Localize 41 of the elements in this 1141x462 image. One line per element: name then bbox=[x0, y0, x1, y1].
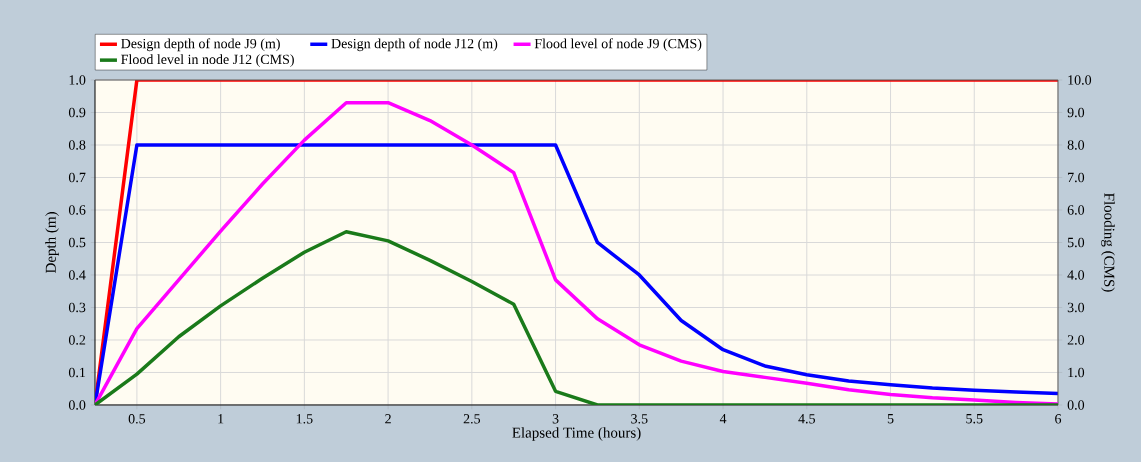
y-axis-title: Depth (m) bbox=[45, 212, 59, 274]
y-tick-label: 0.4 bbox=[68, 270, 86, 280]
x-tick-label: 1.5 bbox=[296, 414, 313, 424]
y-tick-label: 0.0 bbox=[68, 400, 86, 410]
y-tick-label: 0.2 bbox=[68, 335, 86, 345]
y2-tick-label: 2.0 bbox=[1067, 335, 1085, 345]
y2-tick-label: 7.0 bbox=[1068, 172, 1085, 183]
x-tick-label: 5 bbox=[887, 414, 894, 424]
y-tick-label: 0.8 bbox=[68, 140, 86, 150]
x-tick-label: 4.5 bbox=[798, 414, 815, 424]
y-tick-label: 0.3 bbox=[68, 302, 86, 313]
legend-label: Design depth of node J9 (m) bbox=[121, 38, 280, 52]
x-tick-label: 1 bbox=[218, 414, 224, 424]
y-tick-label: 0.6 bbox=[68, 205, 86, 215]
y2-tick-label: 10.0 bbox=[1068, 75, 1092, 85]
legend-label: Flood level in node J12 (CMS) bbox=[121, 54, 294, 67]
x-tick-label: 4 bbox=[719, 414, 727, 424]
x-tick-label: 0.5 bbox=[128, 414, 146, 424]
x-tick-label: 5.5 bbox=[966, 414, 983, 424]
x-axis-title: Elapsed Time (hours) bbox=[512, 427, 641, 441]
y2-tick-label: 6.0 bbox=[1067, 205, 1085, 215]
x-tick-label: 2.5 bbox=[463, 414, 481, 424]
legend-label: Flood level of node J9 (CMS) bbox=[534, 38, 702, 52]
x-tick-label: 6 bbox=[1055, 414, 1062, 424]
y-tick-label: 0.5 bbox=[68, 237, 86, 248]
y2-tick-label: 8.0 bbox=[1067, 140, 1085, 150]
y2-tick-label: 0.0 bbox=[1067, 400, 1085, 410]
y-tick-label: 0.1 bbox=[68, 367, 86, 378]
y2-tick-label: 1.0 bbox=[1068, 367, 1085, 378]
x-tick-label: 2 bbox=[385, 414, 391, 424]
y2-tick-label: 3.0 bbox=[1067, 302, 1085, 313]
x-tick-label: 3 bbox=[552, 414, 559, 424]
y2-axis-title: Flooding (CMS) bbox=[1101, 193, 1115, 292]
y2-tick-label: 9.0 bbox=[1067, 107, 1085, 118]
y-tick-label: 0.9 bbox=[68, 107, 86, 118]
legend-label: Design depth of node J12 (m) bbox=[331, 38, 498, 52]
y-tick-label: 0.7 bbox=[68, 172, 86, 183]
y2-tick-label: 5.0 bbox=[1067, 237, 1085, 248]
x-tick-label: 3.5 bbox=[631, 414, 648, 424]
y-tick-label: 1.0 bbox=[69, 75, 86, 85]
y2-tick-label: 4.0 bbox=[1067, 270, 1085, 280]
